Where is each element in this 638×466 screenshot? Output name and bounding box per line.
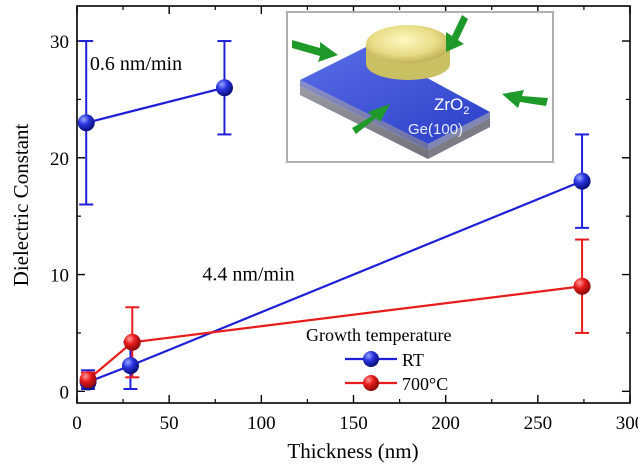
- inset-label-ge: Ge(100): [408, 121, 463, 138]
- inset-label-zro2-main: ZrO: [434, 95, 463, 114]
- data-point: [215, 79, 233, 97]
- series-line: [87, 180, 583, 384]
- x-tick-label: 150: [339, 413, 368, 434]
- inset-label-zro2-sub: 2: [463, 105, 469, 117]
- inset-label-zro2: ZrO2: [434, 95, 469, 117]
- annotation-rate-rt: 0.6 nm/min: [90, 53, 182, 75]
- data-point: [573, 172, 591, 190]
- inset-arrow-bottom: [352, 104, 390, 134]
- inset-label-pt: Pt: [450, 61, 466, 80]
- inset-ge-side-right: [428, 118, 490, 159]
- data-point: [121, 357, 139, 375]
- legend: Growth temperature RT 700°C: [306, 325, 451, 394]
- x-tick-label: 250: [524, 413, 553, 434]
- inset-top-face: [300, 46, 490, 144]
- y-tick-label: 10: [50, 266, 69, 287]
- series-layer: [77, 40, 591, 391]
- y-tick-label: 30: [50, 32, 69, 53]
- x-axis: 0 50 100 150 200 250 300: [72, 6, 638, 434]
- series-700c: [81, 238, 590, 388]
- legend-title: Growth temperature: [306, 325, 451, 345]
- x-tick-label: 0: [72, 413, 82, 434]
- inset-arrow-left: [292, 40, 338, 62]
- series-line: [85, 86, 225, 124]
- legend-marker-rt: [363, 351, 379, 367]
- data-point: [123, 333, 141, 351]
- legend-label-rt: RT: [402, 350, 424, 370]
- inset-device-schematic: Pt ZrO2 Ge(100): [286, 11, 554, 163]
- markers-700c: [79, 277, 591, 389]
- y-tick-label: 20: [50, 149, 69, 170]
- inset-zr-side-left: [300, 80, 428, 150]
- data-point: [79, 371, 97, 389]
- annotation-rate-700c: 4.4 nm/min: [202, 263, 294, 285]
- x-tick-label: 200: [431, 413, 460, 434]
- y-axis-title: Dielectric Constant: [9, 123, 33, 286]
- x-tick-label: 300: [616, 413, 638, 434]
- legend-label-700c: 700°C: [402, 374, 448, 394]
- y-tick-label: 0: [60, 382, 70, 403]
- x-tick-label: 100: [247, 413, 276, 434]
- inset-pt-electrode-top: [366, 25, 450, 63]
- legend-marker-700c: [363, 375, 379, 391]
- data-point: [77, 114, 95, 132]
- inset-zr-side-right: [428, 112, 490, 150]
- data-point: [573, 277, 591, 295]
- inset-arrow-top-right: [446, 15, 468, 52]
- x-axis-title: Thickness (nm): [287, 439, 418, 463]
- x-tick-label: 50: [160, 413, 179, 434]
- inset-arrow-right: [502, 90, 548, 108]
- y-axis: 0 10 20 30: [50, 32, 630, 403]
